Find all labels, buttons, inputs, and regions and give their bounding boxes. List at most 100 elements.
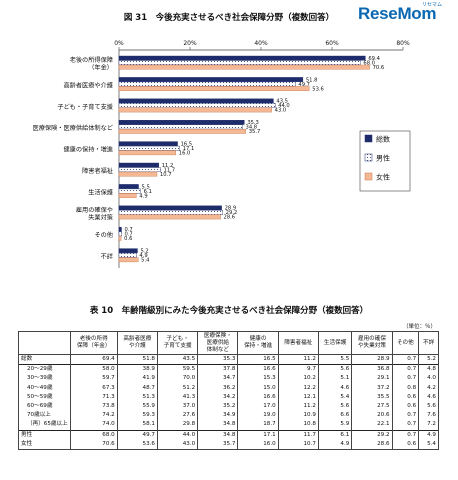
row-label: 男性	[18, 429, 71, 440]
data-label: 16.5	[181, 142, 193, 148]
data-label: 51.8	[306, 77, 318, 83]
bar-男性	[118, 188, 141, 194]
row-label: 20～29歳	[18, 364, 71, 375]
table-row: 女性 70.6 53.6 43.0 35.7 16.0 10.7 4.9 28.6 0.6 5.4	[18, 439, 439, 450]
bar-chart: 0% 20% 40% 60% 80% 老後の所得保障（年金） 69.468.070.6 高齢者…	[33, 40, 411, 268]
data-label: 16.0	[179, 151, 191, 157]
data-label: 70.6	[373, 65, 385, 71]
table-cell: 16.6	[237, 364, 279, 375]
category-label: 雇用の確保や	[76, 206, 113, 214]
x-tick-label: 60%	[325, 40, 339, 47]
legend-swatch	[364, 153, 373, 162]
table-cell: 41.9	[116, 374, 158, 384]
table-cell: 16.6	[237, 392, 279, 402]
row-label: 40～49歳	[18, 383, 71, 393]
data-label: 49.7	[298, 82, 310, 88]
row-label: 30～39歳	[18, 374, 71, 384]
table-cell: 68.0	[69, 429, 118, 440]
table-row: 70歳以上 74.2 59.3 27.6 34.9 19.0 10.9 6.6 20.6 0.7 7…	[18, 411, 439, 421]
bar-男性	[118, 60, 361, 66]
category-label: 医療保険・医療供給体制など	[33, 124, 113, 132]
table-row: 40～49歳 67.3 48.7 51.2 36.2 15.0 12.2 4.6 37.2 0.8…	[18, 383, 439, 393]
data-label: 0.7	[124, 227, 132, 233]
table-cell: 0.7	[391, 353, 420, 365]
data-label: 5.2	[140, 249, 148, 255]
table-cell: 34.7	[197, 374, 239, 384]
category-label: （年金）	[88, 64, 113, 72]
table-cell: 37.0	[156, 401, 199, 412]
table-column-header: 高齢者医療 や介護	[116, 331, 158, 355]
table-corner	[18, 331, 71, 355]
table-cell: 15.3	[237, 374, 279, 384]
data-label: 43.0	[275, 108, 287, 114]
table-cell: 53.6	[116, 439, 158, 450]
bar-総数	[118, 226, 122, 232]
table-cell: 5.1	[317, 374, 353, 384]
survey-table: 老後の所得 保障（年金） 高齢者医療 や介護 子ども・ 子育て支援 医療保険・ 医療供給 体制な…	[18, 331, 439, 450]
data-label: 43.5	[276, 99, 288, 105]
table-cell: 10.7	[277, 439, 319, 450]
resemom-logo: リセマム ReseMom	[358, 2, 444, 34]
table-column-header: 障害者福祉	[277, 331, 319, 355]
data-label: 69.4	[368, 56, 380, 62]
table-cell: 29.8	[156, 420, 199, 430]
table-cell: 35.2	[197, 401, 239, 412]
table-cell: 5.6	[317, 401, 353, 412]
table-cell: 9.7	[277, 364, 319, 375]
data-label: 4.9	[139, 253, 147, 259]
table-cell: 5.6	[317, 364, 353, 375]
table-cell: 28.9	[351, 353, 393, 365]
table-cell: 4.6	[317, 383, 353, 393]
table-cell: 6.6	[317, 411, 353, 421]
legend-swatch	[364, 134, 373, 143]
table-cell: 0.8	[391, 383, 420, 393]
table-cell: 37.2	[351, 383, 393, 393]
row-label: 50～59歳	[18, 392, 71, 402]
table-title: 表 10 年齢階級別にみた今後充実させるべき社会保障分野（複数回答）	[89, 306, 369, 316]
table-cell: 43.0	[156, 439, 199, 450]
table-column-header: 不詳	[418, 331, 439, 355]
table-unit: （単位：％）	[402, 324, 436, 330]
data-label: 28.9	[225, 206, 237, 212]
table-cell: 67.3	[69, 383, 118, 393]
row-label: 総数	[18, 353, 71, 365]
legend-label: 男性	[376, 154, 390, 163]
data-label: 35.7	[249, 129, 261, 135]
table-cell: 38.9	[116, 364, 158, 375]
table-cell: 18.7	[237, 420, 279, 430]
table-cell: 0.7	[391, 429, 420, 440]
legend-swatch	[364, 172, 373, 181]
table-cell: 48.7	[116, 383, 158, 393]
x-tick-label: 0%	[114, 40, 124, 47]
bar-男性	[118, 252, 137, 258]
table-cell: 0.6	[391, 401, 420, 412]
data-label: 11.7	[164, 167, 176, 173]
table-cell: 58.0	[69, 364, 118, 375]
chart-title: 図 31 今後充実させるべき社会保障分野（複数回答）	[123, 13, 335, 23]
table-cell: 5.9	[317, 420, 353, 430]
bar-男性	[118, 103, 276, 108]
table-cell: 69.4	[69, 353, 118, 365]
table-cell: 15.0	[237, 383, 279, 393]
data-label: 35.3	[247, 120, 259, 126]
table-cell: 4.0	[418, 374, 439, 384]
table-cell: 35.7	[197, 439, 239, 450]
table-cell: 5.4	[418, 439, 439, 450]
table-cell: 7.2	[418, 420, 439, 430]
data-label: 28.6	[224, 215, 236, 221]
row-label: 女性	[18, 439, 71, 450]
table-cell: 55.9	[116, 401, 158, 412]
table-cell: 27.6	[156, 411, 199, 421]
row-label: 60～69歳	[18, 401, 71, 412]
bar-女性	[118, 193, 137, 198]
logo-text: ReseMom	[358, 4, 437, 23]
table-cell: 10.9	[277, 411, 319, 421]
table-cell: 36.8	[351, 364, 393, 375]
table-cell: 41.3	[156, 392, 199, 402]
bar-女性	[118, 107, 272, 113]
table-column-header: その他	[391, 331, 420, 355]
table-cell: 43.5	[156, 353, 199, 365]
table-cell: 17.1	[237, 429, 279, 440]
table-cell: 19.0	[237, 411, 279, 421]
table-cell: 51.3	[116, 392, 158, 402]
